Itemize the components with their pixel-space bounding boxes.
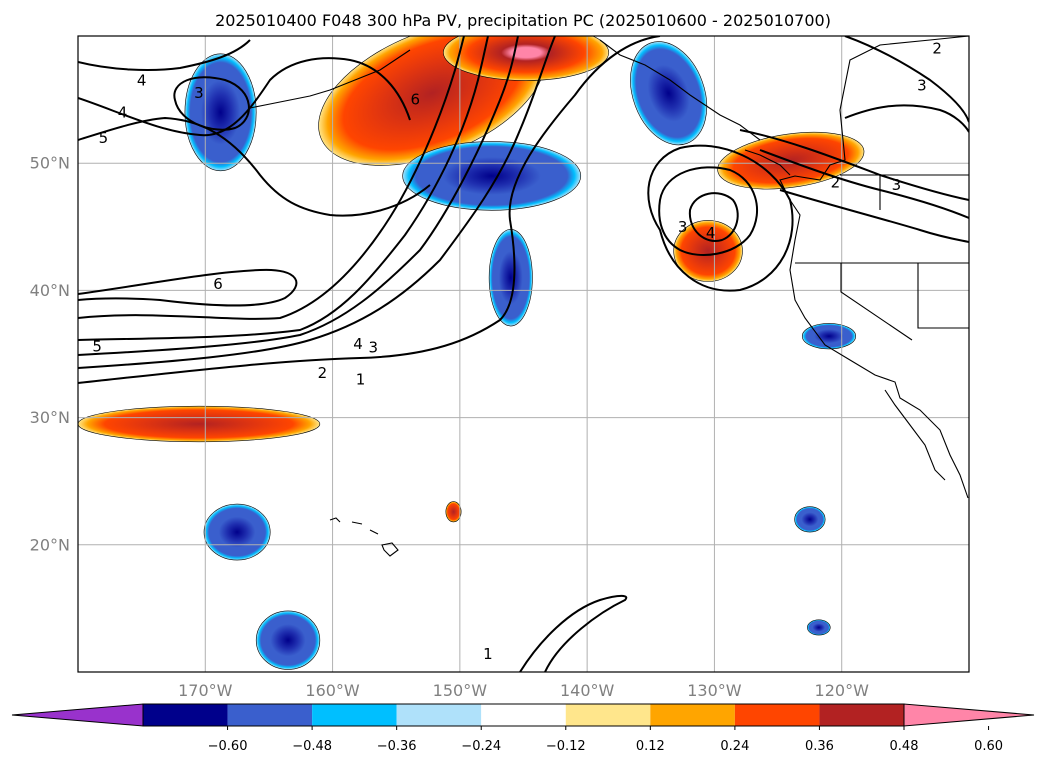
colorbar-tick-labels: −0.60 −0.48 −0.36 −0.24 −0.12 0.12 0.24 0.36 0.4… bbox=[208, 726, 1003, 754]
longitude-tick-label: 120°W bbox=[815, 681, 870, 700]
pv-contour-label: 1 bbox=[483, 645, 493, 663]
pv-contour-label: 3 bbox=[369, 339, 379, 357]
pv-contour-label: 4 bbox=[137, 72, 147, 90]
longitude-tick-label: 140°W bbox=[560, 681, 615, 700]
positive-pc-region-5 bbox=[78, 405, 321, 443]
colorbar-segment bbox=[819, 704, 904, 726]
colorbar-segment bbox=[143, 704, 228, 726]
pv-contour-label: 3 bbox=[194, 84, 204, 102]
pv-contour-1-south bbox=[519, 594, 628, 672]
pv-contour-low-outer bbox=[647, 144, 794, 292]
colorbar-tick-label: −0.24 bbox=[461, 739, 501, 754]
colorbar-frame bbox=[142, 703, 905, 727]
pv-contour-label: 1 bbox=[356, 370, 366, 388]
latitude-tick-label: 20°N bbox=[30, 535, 70, 554]
pv-contour-6 bbox=[78, 268, 298, 307]
colorbar-segment bbox=[227, 704, 313, 726]
pv-contour-5 bbox=[78, 36, 465, 320]
pv-contour-label: 5 bbox=[99, 129, 109, 147]
colorbar-tick-label: −0.12 bbox=[546, 739, 586, 754]
colorbar-tick-label: 0.24 bbox=[720, 739, 749, 754]
colorbar-extend-low bbox=[11, 703, 144, 727]
pv-contour-label: 6 bbox=[411, 91, 421, 109]
pv-contour-nw-big bbox=[78, 57, 411, 137]
pv-contour-label: 2 bbox=[318, 364, 328, 382]
pv-contour-label: 3 bbox=[892, 176, 902, 194]
pv-contour-label: 4 bbox=[118, 103, 128, 121]
pv-contour-label: 4 bbox=[706, 224, 716, 242]
pv-contour-label: 2 bbox=[831, 173, 841, 191]
pv-contour-nw-4 bbox=[78, 39, 251, 71]
colorbar-tick-label: −0.60 bbox=[208, 739, 248, 754]
vancouver-island bbox=[744, 149, 791, 176]
negative-pc-region-11 bbox=[801, 323, 857, 350]
chart-title: 2025010400 F048 300 hPa PV, precipitatio… bbox=[215, 11, 831, 30]
baja-peninsula bbox=[884, 389, 946, 481]
colorbar-tick-label: 0.36 bbox=[805, 739, 834, 754]
positive-pc-region-3 bbox=[673, 220, 743, 282]
latitude-tick-label: 50°N bbox=[30, 154, 70, 173]
negative-pc-region-12 bbox=[203, 503, 271, 561]
pv-contour-label: 2 bbox=[932, 40, 942, 58]
colorbar-tick-label: 0.60 bbox=[974, 739, 1003, 754]
longitude-tick-label: 130°W bbox=[687, 681, 742, 700]
alaska-panhandle bbox=[599, 39, 761, 141]
colorbar-tick-label: 0.12 bbox=[636, 739, 665, 754]
pv-contour-label: 3 bbox=[917, 77, 927, 95]
north-america-west-coast bbox=[779, 36, 969, 499]
pv-contour-ne-3 bbox=[739, 129, 969, 201]
pv-contour-label: 6 bbox=[213, 275, 223, 293]
map-frame bbox=[77, 35, 970, 673]
longitude-tick-labels: 170°W 160°W 150°W 140°W 130°W 120°W bbox=[178, 681, 869, 700]
negative-pc-region-8 bbox=[402, 141, 582, 211]
hawaiian-islands bbox=[329, 517, 399, 557]
pv-contour-2 bbox=[78, 36, 556, 369]
colorbar-segment bbox=[650, 704, 735, 726]
negative-pc-region-9 bbox=[488, 229, 533, 327]
pv-contour-label: 3 bbox=[678, 218, 688, 236]
pv-contour-4 bbox=[78, 36, 489, 341]
colorbar-segment bbox=[481, 704, 566, 726]
aleutian-islands bbox=[249, 49, 411, 109]
pv-contours bbox=[78, 36, 969, 672]
pv-contour-low-4 bbox=[688, 192, 739, 242]
state-borders bbox=[795, 174, 969, 341]
pv-contour-ne-far-2 bbox=[844, 36, 969, 123]
pv-contour-ne-2 bbox=[759, 149, 969, 219]
pv-contour-ne-far-3 bbox=[844, 104, 969, 133]
negative-pc-region-14 bbox=[794, 506, 826, 533]
colorbar-segment bbox=[565, 704, 651, 726]
longitude-tick-label: 150°W bbox=[433, 681, 488, 700]
latitude-tick-label: 40°N bbox=[30, 281, 70, 300]
colorbar: −0.60 −0.48 −0.36 −0.24 −0.12 0.12 0.24 0.36 0.4… bbox=[11, 703, 1035, 754]
colorbar-tick-label: −0.36 bbox=[377, 739, 417, 754]
coastlines bbox=[249, 36, 969, 557]
colorbar-tick-label: 0.48 bbox=[890, 739, 919, 754]
negative-pc-region-13 bbox=[255, 610, 321, 670]
longitude-tick-label: 160°W bbox=[305, 681, 360, 700]
longitude-tick-label: 170°W bbox=[178, 681, 233, 700]
pv-contour-label: 4 bbox=[353, 335, 363, 353]
latitude-tick-label: 30°N bbox=[30, 408, 70, 427]
positive-pc-region-6 bbox=[445, 501, 462, 523]
pv-contour-3 bbox=[78, 36, 519, 356]
pv-contour-1-east bbox=[78, 36, 661, 384]
pv-contour-ne-1 bbox=[779, 189, 969, 243]
colorbar-segment bbox=[734, 704, 820, 726]
colorbar-segment bbox=[312, 704, 397, 726]
colorbar-tick-label: −0.48 bbox=[292, 739, 332, 754]
colorbar-segment bbox=[396, 704, 482, 726]
negative-pc-region-15 bbox=[807, 619, 831, 636]
positive-pc-region-2 bbox=[443, 36, 610, 81]
lat-lon-gridlines bbox=[78, 36, 969, 672]
negative-pc-region-7 bbox=[184, 53, 257, 172]
pv-contour-low-3 bbox=[658, 166, 759, 256]
pv-contour-label: 5 bbox=[92, 337, 102, 355]
colorbar-extend-high bbox=[903, 703, 1035, 727]
latitude-tick-labels: 20°N 30°N 40°N 50°N bbox=[30, 154, 70, 555]
